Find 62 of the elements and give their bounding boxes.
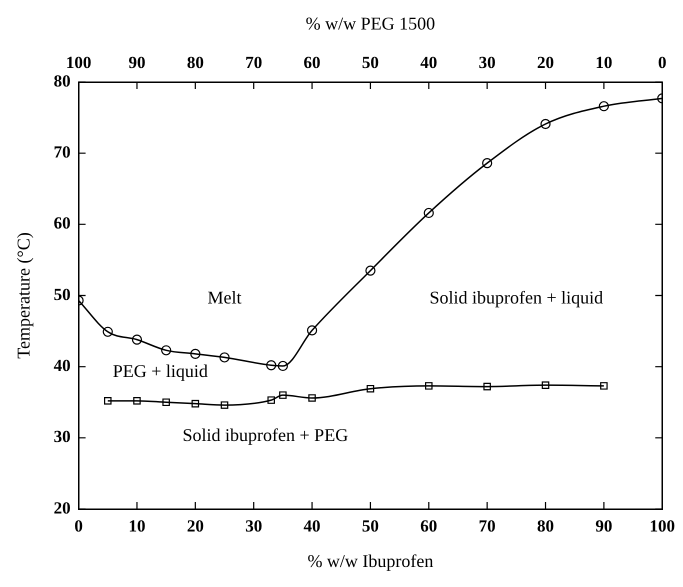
- point: [425, 382, 433, 390]
- x2-tick-label: 70: [245, 53, 262, 72]
- x-tick-label: 80: [537, 516, 554, 536]
- x2-tick-label: 0: [658, 53, 666, 72]
- x2-tick-label: 50: [362, 53, 379, 72]
- y-tick-label: 70: [54, 142, 71, 162]
- point: [278, 360, 288, 372]
- x-tick-label: 40: [304, 516, 321, 536]
- annotation: Melt: [208, 288, 242, 308]
- x-tick-label: 10: [128, 516, 146, 536]
- y-tick-label: 80: [54, 71, 71, 90]
- point: [306, 325, 318, 336]
- point: [279, 391, 287, 399]
- annotation: PEG + liquid: [112, 361, 208, 382]
- point: [598, 101, 609, 112]
- x-tick-label: 0: [74, 516, 83, 536]
- point: [366, 384, 374, 393]
- point: [190, 348, 200, 359]
- y-axis-title: Temperature (°C): [14, 232, 34, 359]
- x-tick-label: 20: [186, 516, 204, 536]
- annotation: Solid ibuprofen + liquid: [430, 288, 604, 308]
- x2-axis-title: % w/w PEG 1500: [306, 14, 436, 34]
- point: [219, 352, 230, 363]
- point: [161, 345, 172, 356]
- x-tick-label: 60: [420, 516, 438, 536]
- point: [102, 326, 113, 337]
- x-tick-label: 100: [650, 516, 675, 536]
- x2-tick-label: 40: [420, 53, 438, 72]
- x2-tick-label: 80: [186, 53, 204, 72]
- x-tick-label: 30: [245, 516, 262, 536]
- x-axis-title: % w/w Ibuprofen: [307, 550, 434, 571]
- x2-tick-label: 20: [537, 53, 554, 72]
- point: [267, 396, 275, 404]
- point: [482, 158, 492, 168]
- y-tick-label: 40: [54, 356, 71, 376]
- x2-tick-label: 100: [66, 53, 92, 72]
- point: [162, 398, 170, 406]
- point: [365, 265, 376, 276]
- point: [266, 360, 276, 370]
- point: [132, 334, 142, 345]
- y-tick-label: 60: [54, 214, 71, 233]
- point: [133, 397, 141, 405]
- point: [308, 394, 316, 402]
- x2-tick-label: 10: [595, 53, 612, 72]
- point: [540, 118, 551, 130]
- x2-tick-label: 90: [128, 53, 146, 72]
- annotation: Solid ibuprofen + PEG: [182, 425, 348, 446]
- x2-tick-label: 30: [478, 53, 496, 72]
- x2-tick-label: 60: [304, 53, 321, 72]
- x-tick-label: 70: [478, 516, 496, 536]
- point: [424, 208, 434, 218]
- y-tick-label: 20: [54, 498, 71, 518]
- point: [220, 401, 228, 409]
- point: [600, 382, 608, 390]
- point: [483, 382, 491, 390]
- x-tick-label: 90: [595, 516, 612, 536]
- y-tick-label: 30: [54, 427, 71, 446]
- point: [542, 381, 550, 389]
- y-tick-label: 50: [54, 284, 71, 304]
- x-tick-label: 50: [362, 516, 379, 536]
- point: [192, 400, 200, 408]
- point: [104, 397, 112, 405]
